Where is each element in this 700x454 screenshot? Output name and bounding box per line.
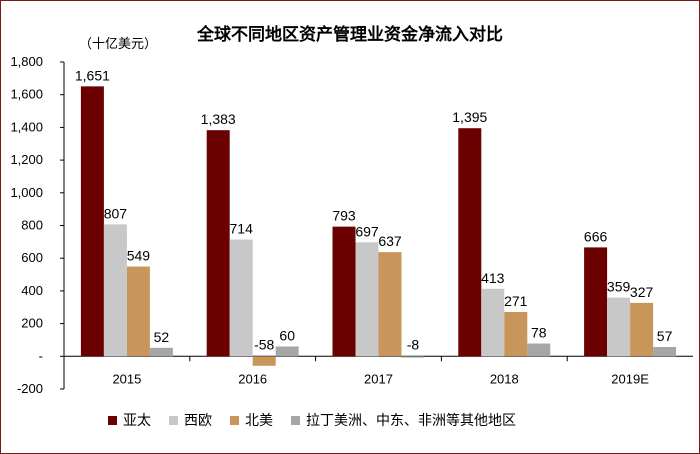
- data-label: 637: [378, 233, 402, 249]
- bar: [401, 356, 425, 358]
- data-label: 1,651: [75, 67, 110, 83]
- data-label: 714: [230, 221, 254, 237]
- legend-swatch: [108, 415, 117, 425]
- data-label: 793: [332, 208, 356, 224]
- y-tick-label: 1,400: [10, 119, 43, 134]
- y-tick-label: 1,200: [10, 152, 43, 167]
- data-label: 359: [607, 279, 631, 295]
- category-label: 2017: [364, 371, 393, 386]
- data-label: 78: [531, 325, 547, 341]
- data-label: 413: [481, 270, 505, 286]
- category-label: 2015: [112, 371, 141, 386]
- data-label: -58: [254, 336, 274, 352]
- bar: [504, 311, 528, 357]
- category-label: 2019E: [611, 371, 649, 386]
- legend: 亚太 西欧 北美 拉丁美洲、中东、非洲等其他地区: [108, 410, 534, 430]
- y-tick-label: 400: [21, 283, 43, 298]
- bar: [252, 356, 276, 366]
- y-tick-label: 1,800: [10, 54, 43, 69]
- bar: [527, 343, 551, 357]
- y-tick-label: -200: [17, 381, 43, 396]
- legend-item: 亚太: [108, 410, 151, 430]
- data-label: -8: [407, 336, 420, 352]
- legend-swatch: [169, 415, 178, 425]
- bar: [275, 346, 299, 357]
- y-tick-label: 1,600: [10, 87, 43, 102]
- y-tick-label: 600: [21, 250, 43, 265]
- bar: [332, 226, 356, 357]
- bar: [481, 288, 505, 357]
- category-label: 2018: [490, 371, 519, 386]
- data-label: 1,383: [201, 111, 236, 127]
- data-label: 549: [127, 248, 151, 264]
- bar: [653, 346, 677, 357]
- bar: [630, 302, 654, 357]
- legend-item: 拉丁美洲、中东、非洲等其他地区: [291, 410, 516, 430]
- bar: [80, 86, 104, 357]
- bar: [378, 252, 402, 357]
- data-label: 271: [504, 293, 528, 309]
- chart-title: 全球不同地区资产管理业资金净流入对比: [197, 25, 503, 45]
- bar: [103, 224, 127, 357]
- bar: [584, 247, 608, 357]
- legend-label: 拉丁美洲、中东、非洲等其他地区: [306, 413, 516, 429]
- bar: [355, 242, 379, 357]
- data-label: 807: [104, 205, 128, 221]
- bar: [229, 239, 253, 357]
- bar: [149, 347, 173, 357]
- data-label: 52: [154, 329, 170, 345]
- data-label: 666: [584, 228, 608, 244]
- y-tick-label: 800: [21, 218, 43, 233]
- data-label: 1,395: [452, 109, 487, 125]
- legend-item: 北美: [230, 410, 273, 430]
- legend-swatch: [230, 415, 239, 425]
- data-label: 57: [657, 328, 673, 344]
- bar: [126, 266, 150, 357]
- category-label: 2016: [238, 371, 267, 386]
- y-tick-label: 200: [21, 316, 43, 331]
- y-tick-label: -: [39, 348, 43, 363]
- data-label: 697: [355, 223, 379, 239]
- legend-label: 西欧: [184, 413, 212, 429]
- data-label: 60: [279, 327, 295, 343]
- y-tick-label: 1,000: [10, 185, 43, 200]
- legend-label: 北美: [245, 413, 273, 429]
- unit-label: （十亿美元）: [79, 37, 158, 52]
- bar: [458, 128, 482, 357]
- legend-swatch: [291, 415, 300, 425]
- bar: [206, 130, 230, 357]
- legend-label: 亚太: [123, 413, 151, 429]
- data-label: 327: [630, 284, 654, 300]
- bar: [607, 297, 631, 357]
- legend-item: 西欧: [169, 410, 212, 430]
